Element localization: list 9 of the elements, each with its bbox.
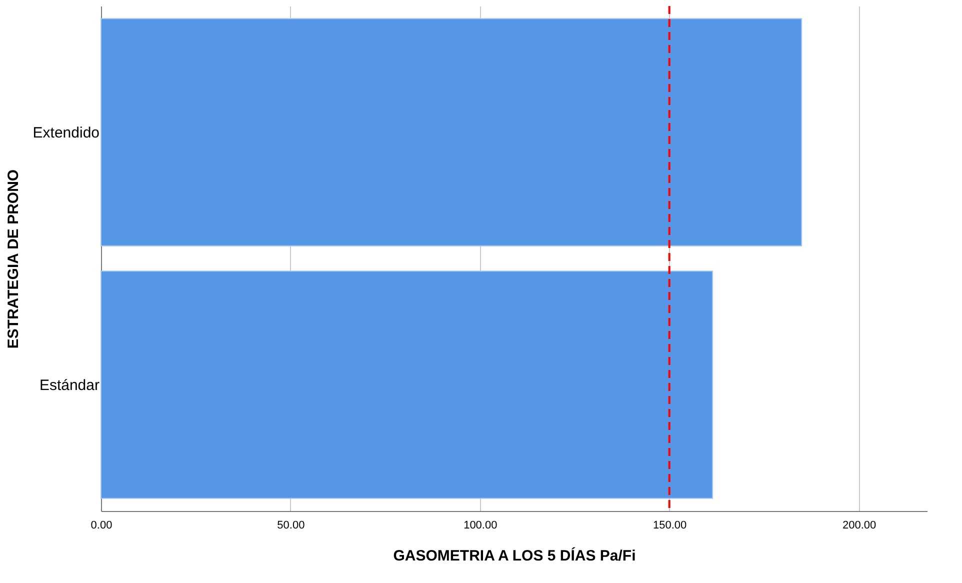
x-axis-title: GASOMETRIA A LOS 5 DÍAS Pa/Fi (393, 546, 636, 564)
x-tick-label: 100.00 (464, 520, 498, 532)
x-tick-label: 200.00 (842, 520, 876, 532)
y-tick-label: Estándar (39, 376, 100, 394)
x-tick-label: 150.00 (653, 520, 687, 532)
y-tick-label: Extendido (32, 124, 100, 142)
y-axis-title: ESTRATEGIA DE PRONO (4, 169, 22, 349)
x-tick-label: 0.00 (90, 520, 112, 532)
x-tick-label: 50.00 (277, 520, 305, 532)
